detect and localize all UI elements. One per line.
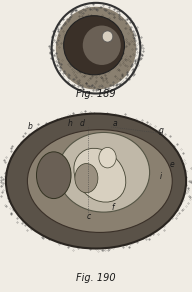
Ellipse shape [36,152,71,199]
Ellipse shape [74,148,126,202]
Text: f: f [111,203,114,212]
Text: c: c [86,212,90,220]
Text: h: h [68,119,73,128]
Text: Fig. 189: Fig. 189 [76,89,116,99]
Text: a: a [113,119,118,128]
Text: i: i [160,172,162,181]
Text: d: d [80,119,85,128]
Ellipse shape [99,147,116,168]
Ellipse shape [64,16,124,75]
Text: Fig. 190: Fig. 190 [76,273,116,283]
Ellipse shape [102,31,113,42]
Text: e: e [170,161,175,169]
Text: g: g [158,126,163,135]
Text: b: b [27,122,32,131]
Ellipse shape [75,164,98,193]
Ellipse shape [6,114,186,248]
Ellipse shape [56,7,136,90]
Ellipse shape [83,26,121,65]
Ellipse shape [58,133,150,212]
Ellipse shape [27,130,172,232]
